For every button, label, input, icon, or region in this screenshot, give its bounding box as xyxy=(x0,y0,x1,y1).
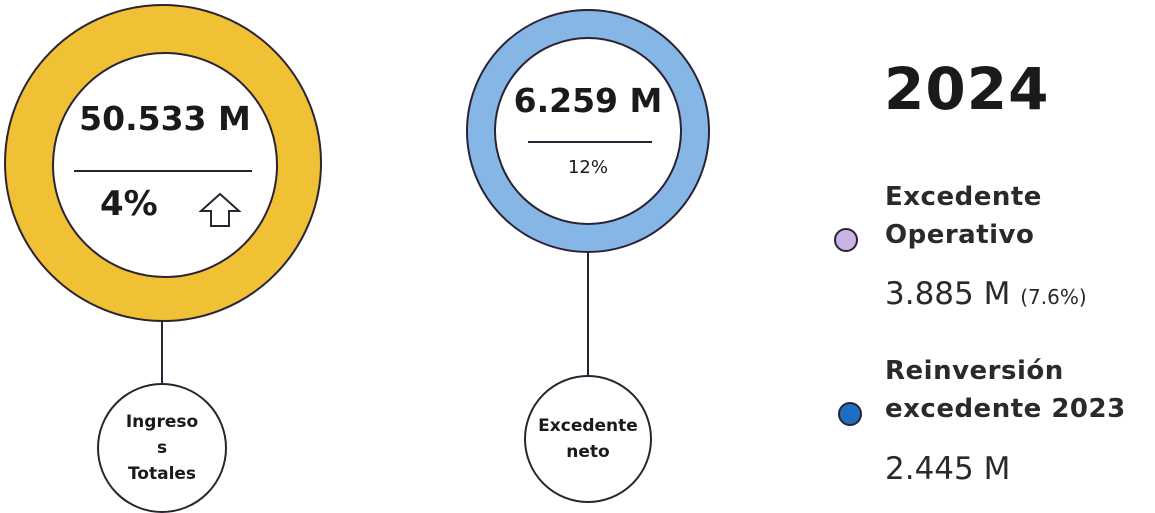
arrow-up-outline-icon xyxy=(198,192,242,227)
ingresos-label-line1: Ingreso xyxy=(125,412,199,432)
legend-reinversion-line2: excedente 2023 xyxy=(885,394,1126,424)
excedente-neto-inner-circle: 6.259 M 12% xyxy=(494,37,682,225)
ingresos-label-line2: s xyxy=(156,438,168,458)
legend-reinversion-line1: Reinversión xyxy=(885,356,1064,386)
ingresos-ring: 50.533 M 4% xyxy=(4,4,322,322)
legend-excedente-operativo-dot xyxy=(834,228,858,252)
excedente-neto-label-circle: Excedente neto xyxy=(524,375,652,503)
legend-excedente-operativo-note: (7.6%) xyxy=(1020,285,1087,309)
legend-excedente-operativo-line1: Excedente xyxy=(885,182,1042,212)
legend-excedente-operativo-label: Excedente Operativo xyxy=(885,178,1042,254)
ingresos-divider xyxy=(74,170,252,172)
excedente-neto-divider xyxy=(528,141,652,143)
excedente-neto-connector xyxy=(587,252,589,378)
excedente-neto-percent: 12% xyxy=(567,157,608,178)
ingresos-label-line3: Totales xyxy=(127,464,197,484)
legend-excedente-operativo-value-row: 3.885 M (7.6%) xyxy=(885,276,1087,312)
legend-reinversion-label: Reinversión excedente 2023 xyxy=(885,352,1126,428)
ingresos-connector xyxy=(161,321,163,385)
legend-excedente-operativo-line2: Operativo xyxy=(885,220,1035,250)
legend-reinversion-dot xyxy=(838,402,862,426)
excedente-neto-ring: 6.259 M 12% xyxy=(466,9,710,253)
year-title: 2024 xyxy=(884,55,1050,123)
ingresos-change: 4% xyxy=(100,184,158,224)
ingresos-inner-circle: 50.533 M 4% xyxy=(52,52,278,278)
excedente-neto-value: 6.259 M xyxy=(513,81,663,120)
legend-reinversion-value: 2.445 M xyxy=(885,451,1011,487)
legend-excedente-operativo-value: 3.885 M xyxy=(885,276,1011,312)
excedente-neto-label-line2: neto xyxy=(566,442,610,462)
excedente-neto-label-line1: Excedente xyxy=(538,416,638,436)
ingresos-label-circle: Ingreso s Totales xyxy=(97,383,227,513)
ingresos-value: 50.533 M xyxy=(79,99,251,138)
